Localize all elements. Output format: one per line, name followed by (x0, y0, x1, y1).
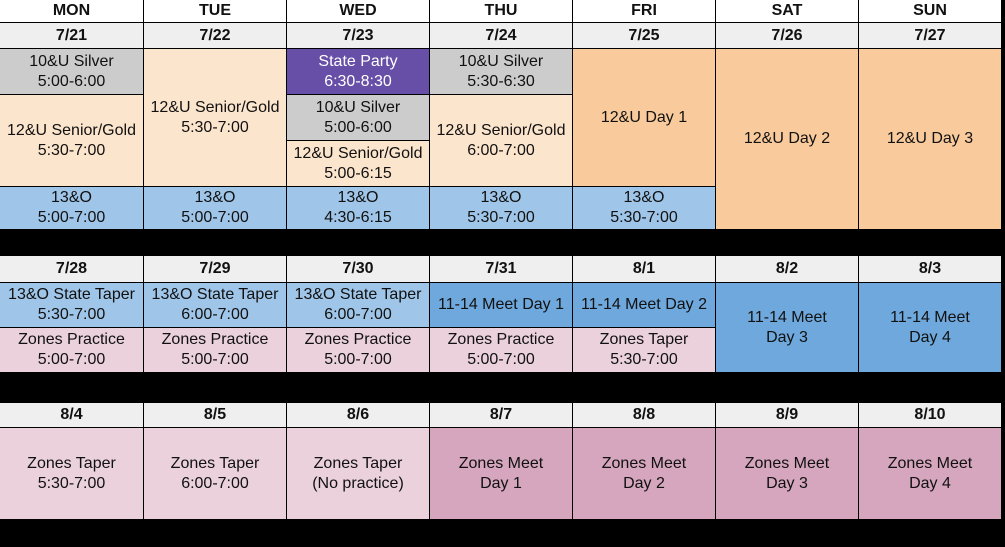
event-zones-meet: Zones Meet Day 1 (430, 428, 573, 520)
date-cell: 7/24 (430, 23, 573, 49)
date-cell: 7/21 (0, 23, 144, 49)
event-12u-day-1: 12&U Day 1 (573, 49, 716, 187)
event-11-14-meet-day-3: 11-14 Meet Day 3 (716, 283, 859, 373)
date-cell: 8/2 (716, 256, 859, 283)
date-cell: 7/26 (716, 23, 859, 49)
date-cell: 8/5 (144, 403, 287, 428)
date-cell: 7/22 (144, 23, 287, 49)
event-zones-taper: Zones Taper 5:30-7:00 (0, 428, 144, 520)
event-12u-day-2: 12&U Day 2 (716, 49, 859, 230)
date-cell: 8/7 (430, 403, 573, 428)
event-10u-silver: 10&U Silver 5:00-6:00 (0, 49, 144, 95)
date-cell: 8/4 (0, 403, 144, 428)
event-13o-state-taper: 13&O State Taper 6:00-7:00 (287, 283, 430, 328)
event-zones-meet: Zones Meet Day 4 (859, 428, 1002, 520)
date-cell: 7/31 (430, 256, 573, 283)
event-zones-taper: Zones Taper 6:00-7:00 (144, 428, 287, 520)
event-11-14-meet-day-2: 11-14 Meet Day 2 (573, 283, 716, 328)
event-zones-meet: Zones Meet Day 2 (573, 428, 716, 520)
date-cell: 7/27 (859, 23, 1002, 49)
date-cell: 8/8 (573, 403, 716, 428)
date-cell: 8/9 (716, 403, 859, 428)
date-cell: 7/23 (287, 23, 430, 49)
event-zones-practice: Zones Practice 5:00-7:00 (287, 328, 430, 373)
day-header-sun: SUN (859, 0, 1002, 23)
event-zones-taper: Zones Taper (No practice) (287, 428, 430, 520)
date-cell: 8/6 (287, 403, 430, 428)
event-12u-senior-gold: 12&U Senior/Gold 5:00-6:15 (287, 141, 430, 187)
date-cell: 8/10 (859, 403, 1002, 428)
event-state-party: State Party 6:30-8:30 (287, 49, 430, 95)
event-10u-silver: 10&U Silver 5:00-6:00 (287, 95, 430, 141)
event-zones-practice: Zones Practice 5:00-7:00 (0, 328, 144, 373)
date-cell: 7/30 (287, 256, 430, 283)
date-cell: 7/29 (144, 256, 287, 283)
event-13o: 13&O 5:00-7:00 (0, 187, 144, 230)
event-10u-silver: 10&U Silver 5:30-6:30 (430, 49, 573, 95)
date-cell: 7/25 (573, 23, 716, 49)
event-zones-taper: Zones Taper 5:30-7:00 (573, 328, 716, 373)
event-13o-state-taper: 13&O State Taper 5:30-7:00 (0, 283, 144, 328)
event-13o: 13&O 5:30-7:00 (430, 187, 573, 230)
event-13o-state-taper: 13&O State Taper 6:00-7:00 (144, 283, 287, 328)
date-cell: 7/28 (0, 256, 144, 283)
event-zones-meet: Zones Meet Day 3 (716, 428, 859, 520)
day-header-tue: TUE (144, 0, 287, 23)
event-zones-practice: Zones Practice 5:00-7:00 (144, 328, 287, 373)
event-13o: 13&O 5:30-7:00 (573, 187, 716, 230)
event-13o: 13&O 4:30-6:15 (287, 187, 430, 230)
day-header-thu: THU (430, 0, 573, 23)
event-11-14-meet-day-1: 11-14 Meet Day 1 (430, 283, 573, 328)
day-header-sat: SAT (716, 0, 859, 23)
day-header-wed: WED (287, 0, 430, 23)
event-12u-senior-gold: 12&U Senior/Gold 5:30-7:00 (144, 49, 287, 187)
event-11-14-meet-day-4: 11-14 Meet Day 4 (859, 283, 1002, 373)
event-12u-senior-gold: 12&U Senior/Gold 6:00-7:00 (430, 95, 573, 187)
day-header-fri: FRI (573, 0, 716, 23)
day-header-mon: MON (0, 0, 144, 23)
event-13o: 13&O 5:00-7:00 (144, 187, 287, 230)
event-zones-practice: Zones Practice 5:00-7:00 (430, 328, 573, 373)
date-cell: 8/3 (859, 256, 1002, 283)
date-cell: 8/1 (573, 256, 716, 283)
event-12u-senior-gold: 12&U Senior/Gold 5:30-7:00 (0, 95, 144, 187)
event-12u-day-3: 12&U Day 3 (859, 49, 1002, 230)
